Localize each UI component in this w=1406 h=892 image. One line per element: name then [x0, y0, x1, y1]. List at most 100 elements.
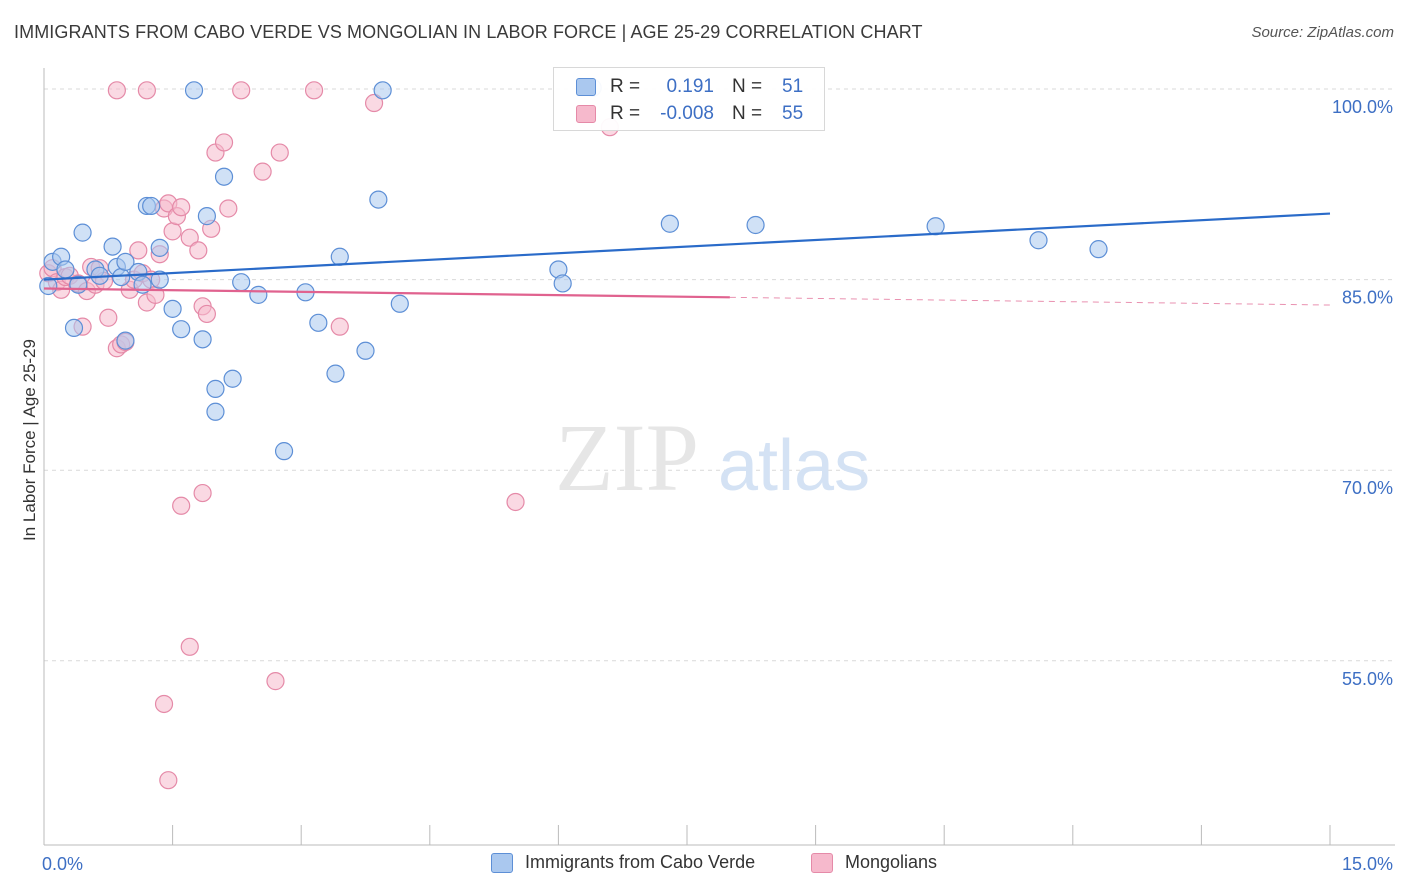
data-point — [746, 215, 765, 235]
data-point — [253, 162, 272, 181]
x-tick-label: 0.0% — [42, 854, 83, 874]
data-point — [326, 364, 345, 383]
legend-n-label: N = — [732, 103, 763, 124]
data-point — [154, 694, 174, 714]
data-point — [172, 496, 191, 515]
data-point — [180, 637, 199, 656]
data-point — [356, 341, 375, 360]
trend-line — [43, 212, 1331, 281]
series-legend-mongolians[interactable]: Mongolians — [811, 852, 937, 873]
y-tick-label: 55.0% — [1342, 669, 1393, 689]
trend-lines — [43, 212, 1331, 306]
data-point — [73, 223, 92, 242]
data-point — [172, 198, 191, 217]
data-point — [64, 318, 84, 338]
data-point — [56, 260, 75, 279]
data-point — [103, 237, 122, 256]
data-point — [214, 133, 234, 152]
data-point — [129, 241, 148, 260]
data-point — [159, 771, 178, 790]
data-point — [197, 304, 216, 324]
data-point — [270, 143, 289, 162]
data-point — [150, 270, 169, 289]
data-point — [373, 81, 392, 100]
data-point — [926, 217, 945, 236]
data-point — [330, 247, 349, 266]
y-tick-label: 85.0% — [1342, 288, 1393, 308]
data-point — [274, 442, 294, 461]
legend-swatch-blue — [576, 78, 596, 96]
series-swatch-blue — [491, 852, 513, 873]
chart-title: IMMIGRANTS FROM CABO VERDE VS MONGOLIAN … — [14, 22, 923, 42]
data-point — [1029, 231, 1048, 250]
data-point — [197, 207, 216, 226]
legend-n-label: N = — [732, 76, 763, 97]
data-point — [364, 93, 384, 113]
gridlines — [44, 88, 1395, 662]
data-point — [390, 294, 409, 313]
data-point — [219, 199, 238, 218]
legend-r-label: R = — [610, 103, 641, 124]
data-point — [163, 299, 182, 318]
series-legend-label: Mongolians — [845, 852, 938, 872]
data-point — [266, 672, 285, 691]
series-legend-cabo-verde[interactable]: Immigrants from Cabo Verde — [491, 852, 755, 873]
data-point — [223, 369, 242, 388]
data-point — [137, 81, 156, 100]
legend-r-value: 0.191 — [666, 76, 714, 97]
data-point — [1089, 240, 1108, 259]
data-point — [206, 402, 225, 421]
data-point — [193, 330, 212, 349]
y-axis-label-wrap: In Labor Force | Age 25-29 — [16, 300, 44, 580]
trend-line-extrapolated — [729, 296, 1331, 306]
mongolians-points — [39, 81, 619, 790]
legend-n-value: 51 — [782, 76, 804, 97]
y-tick-label: 100.0% — [1332, 97, 1393, 117]
data-point — [214, 167, 234, 186]
trend-line — [43, 287, 730, 299]
series-legend: Immigrants from Cabo Verde Mongolians — [0, 852, 1406, 876]
series-swatch-pink — [811, 852, 833, 873]
watermark-atlas: atlas — [718, 426, 870, 506]
watermark: ZIP atlas — [555, 404, 870, 511]
legend-swatch-pink — [576, 105, 596, 123]
data-point — [116, 252, 135, 271]
data-point — [172, 320, 191, 339]
legend-r-value: -0.008 — [660, 103, 714, 124]
watermark-zip: ZIP — [555, 404, 699, 511]
data-point — [99, 308, 118, 327]
data-point — [180, 228, 199, 247]
data-point — [330, 317, 349, 336]
data-point — [206, 379, 225, 398]
axes — [43, 68, 1395, 846]
data-point — [232, 81, 251, 100]
data-point — [142, 196, 161, 216]
x-tick-label: 15.0% — [1342, 854, 1393, 874]
y-tick-label: 70.0% — [1342, 478, 1393, 498]
data-point — [163, 222, 182, 241]
legend-row-cabo-verde: R = 0.191 N = 51 — [576, 75, 803, 99]
y-axis-label: In Labor Force | Age 25-29 — [20, 339, 39, 541]
data-point — [189, 241, 208, 260]
legend-n-value: 55 — [782, 103, 804, 124]
cabo-verde-points — [39, 78, 1108, 461]
data-point — [107, 81, 126, 100]
data-point — [506, 492, 525, 512]
data-point — [193, 483, 212, 503]
data-point — [304, 81, 324, 100]
data-point — [369, 190, 388, 209]
legend-r-label: R = — [610, 76, 641, 97]
data-point — [660, 214, 679, 233]
series-legend-label: Immigrants from Cabo Verde — [525, 852, 756, 872]
source-label: Source: ZipAtlas.com — [1251, 24, 1394, 41]
legend-row-mongolians: R = -0.008 N = 55 — [576, 102, 803, 126]
correlation-legend: R = 0.191 N = 51 R = -0.008 N = 55 — [553, 67, 825, 131]
y-tick-labels: 100.0% 85.0% 70.0% 55.0% — [1332, 97, 1393, 689]
data-point — [232, 273, 251, 292]
x-tick-labels: 0.0% 15.0% — [42, 854, 1393, 874]
data-point — [249, 285, 268, 304]
data-point — [150, 238, 169, 257]
data-point — [553, 274, 572, 293]
data-point — [39, 276, 58, 296]
